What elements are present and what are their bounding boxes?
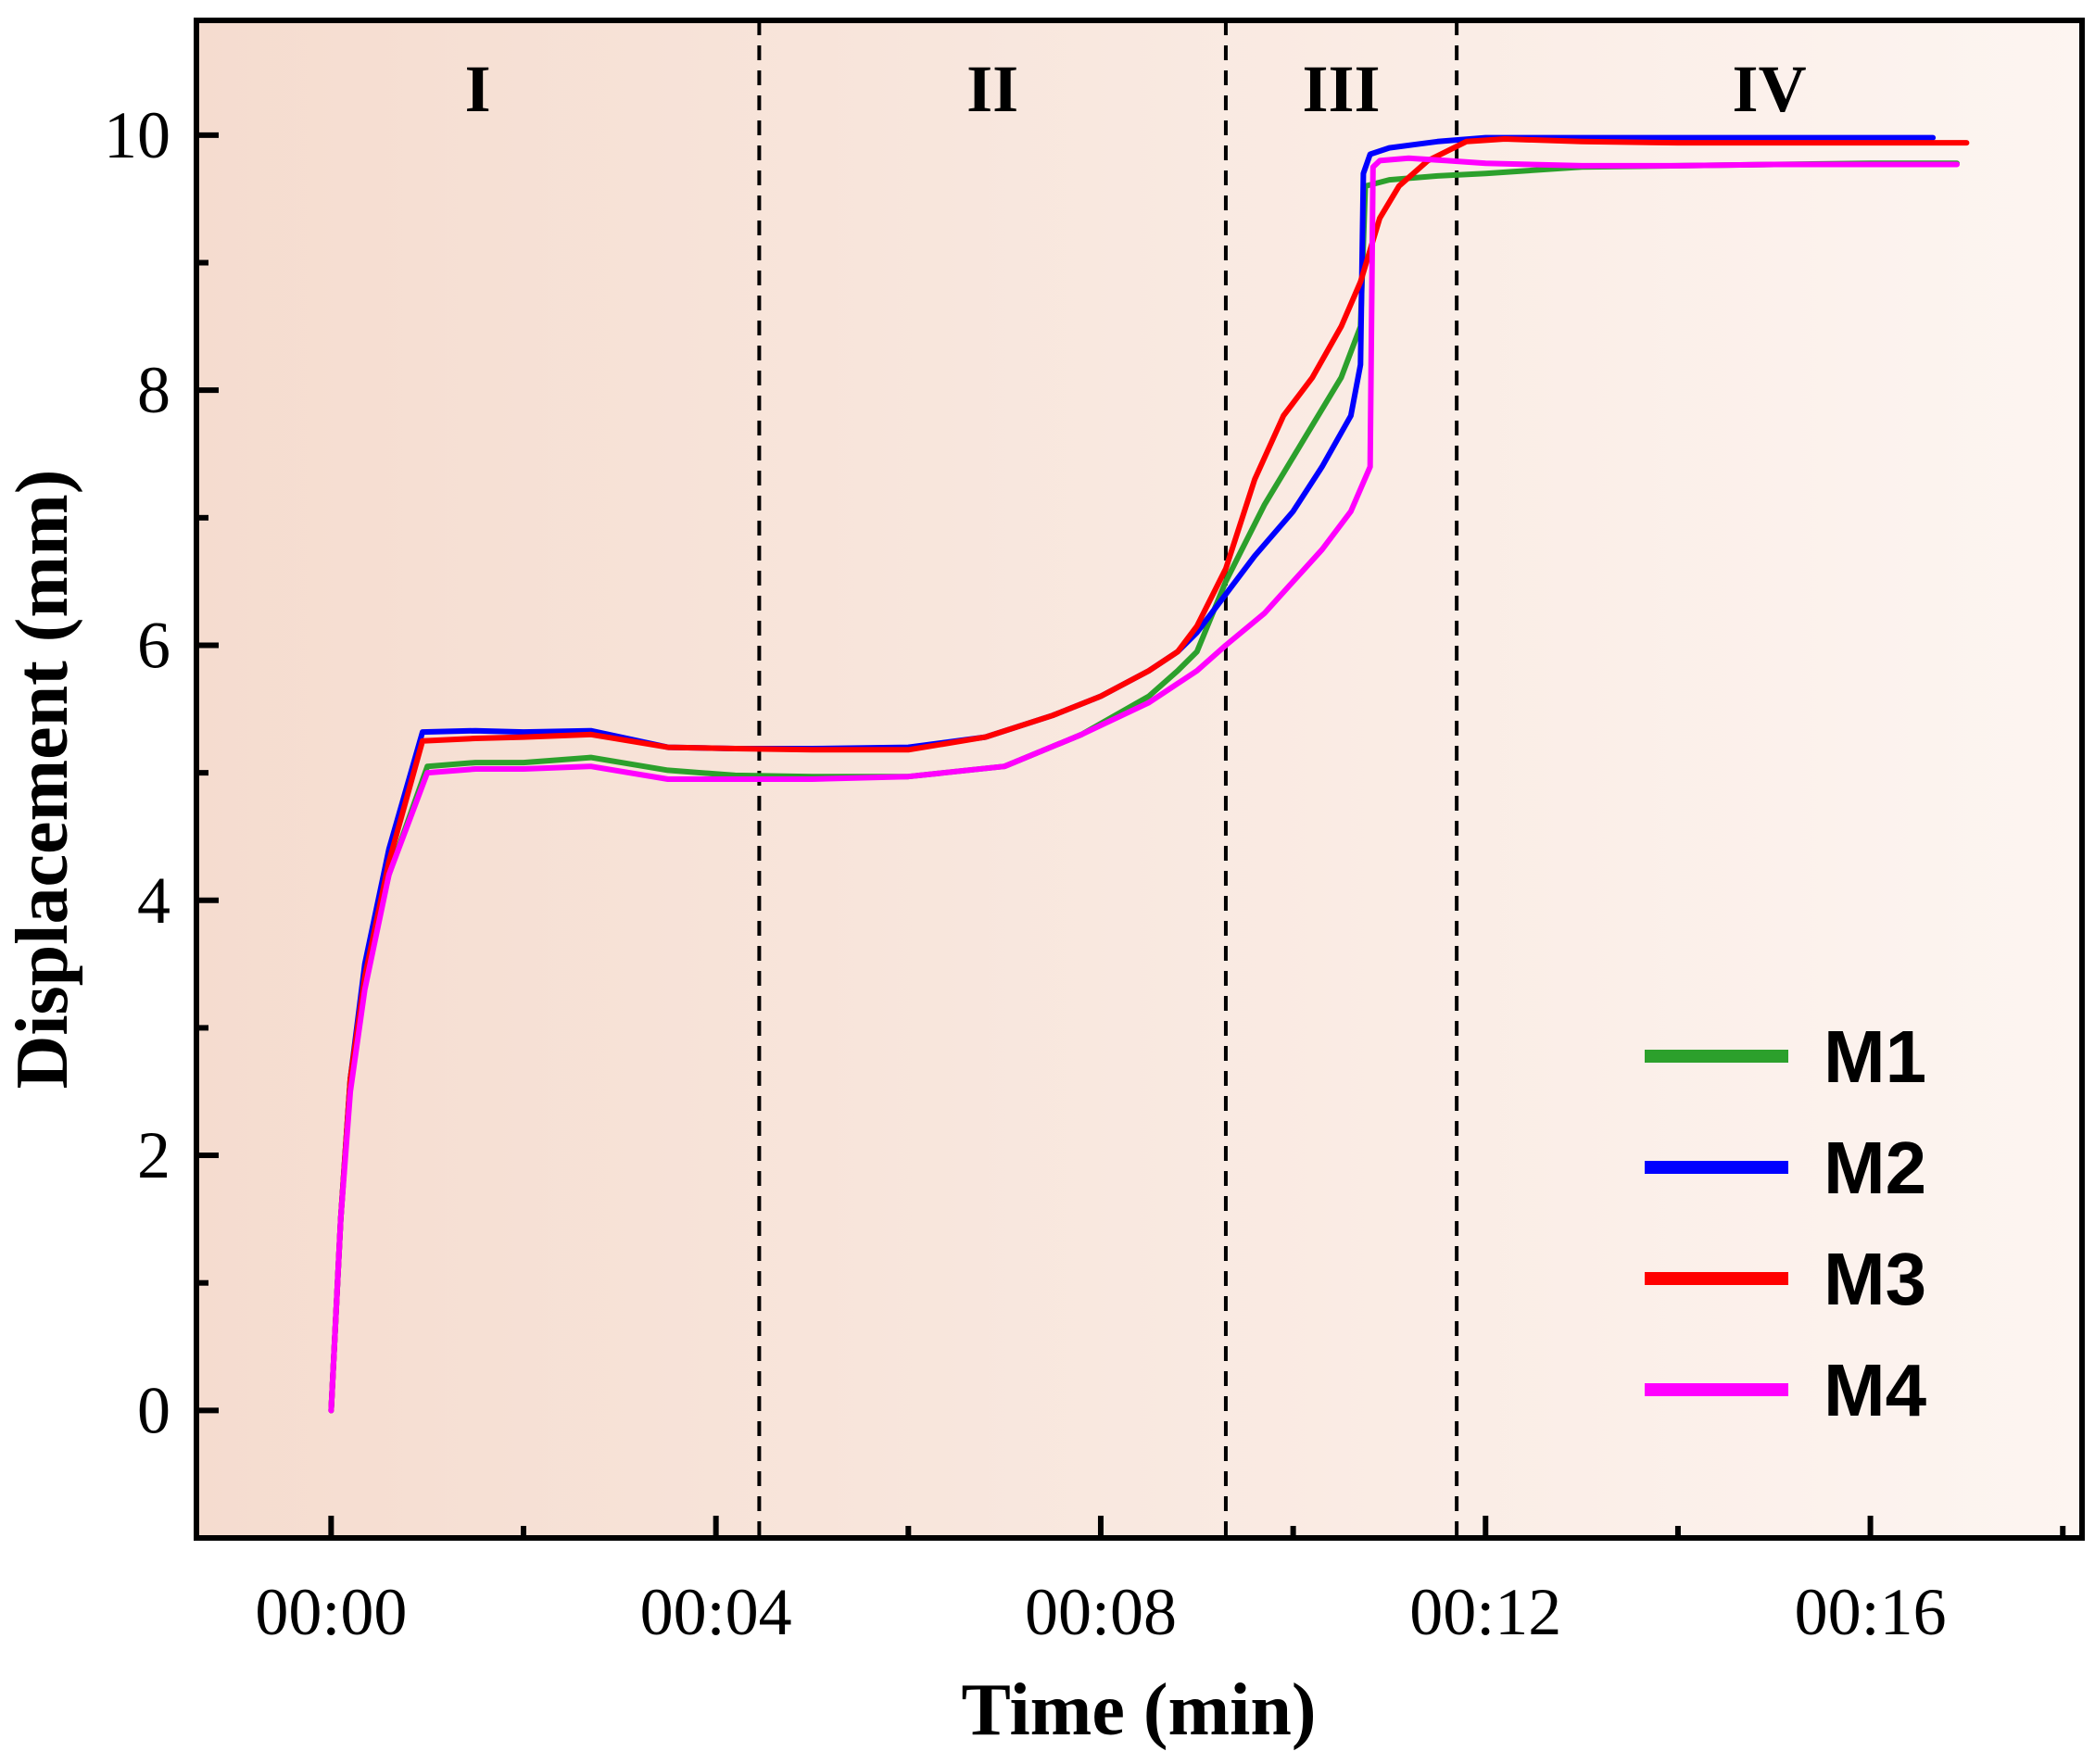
plot-frame bbox=[194, 18, 2085, 1541]
legend-label-m1: M1 bbox=[1824, 1015, 1926, 1098]
y-tick-label: 6 bbox=[137, 608, 170, 682]
legend-label-m4: M4 bbox=[1824, 1349, 1927, 1431]
series-line-m1 bbox=[328, 160, 1960, 1414]
series-line-m4 bbox=[328, 155, 1960, 1414]
y-tick-label: 8 bbox=[137, 353, 170, 427]
region-label-1: I bbox=[465, 52, 491, 126]
x-tick-label: 00:16 bbox=[1795, 1575, 1947, 1649]
region-label-3: III bbox=[1303, 52, 1381, 126]
legend-label-m3: M3 bbox=[1824, 1238, 1926, 1320]
x-tick-label: 00:04 bbox=[640, 1575, 792, 1649]
x-axis-title: Time (min) bbox=[962, 1670, 1317, 1751]
x-axis: 00:00 00:04 00:08 00:12 00:16 bbox=[255, 1516, 2066, 1649]
y-axis: 0 2 4 6 8 10 bbox=[104, 98, 219, 1447]
y-tick-label: 2 bbox=[137, 1118, 170, 1192]
x-tick-label: 00:00 bbox=[255, 1575, 407, 1649]
region-label-4: IV bbox=[1733, 52, 1807, 126]
x-tick-label: 00:08 bbox=[1025, 1575, 1177, 1649]
y-tick-label: 0 bbox=[137, 1373, 170, 1447]
y-axis-title: Displacement (mm) bbox=[2, 470, 83, 1090]
series-line-m3 bbox=[328, 136, 1970, 1414]
series-lines bbox=[328, 134, 1970, 1414]
legend: M1 M2 M3 M4 bbox=[1645, 1015, 1927, 1431]
y-tick-label: 10 bbox=[104, 98, 170, 172]
y-tick-label: 4 bbox=[137, 863, 170, 938]
region-labels: I II III IV bbox=[465, 52, 1807, 126]
legend-label-m2: M2 bbox=[1824, 1127, 1926, 1209]
region-label-2: II bbox=[966, 52, 1018, 126]
x-tick-label: 00:12 bbox=[1409, 1575, 1561, 1649]
plot-background bbox=[196, 20, 2082, 1538]
